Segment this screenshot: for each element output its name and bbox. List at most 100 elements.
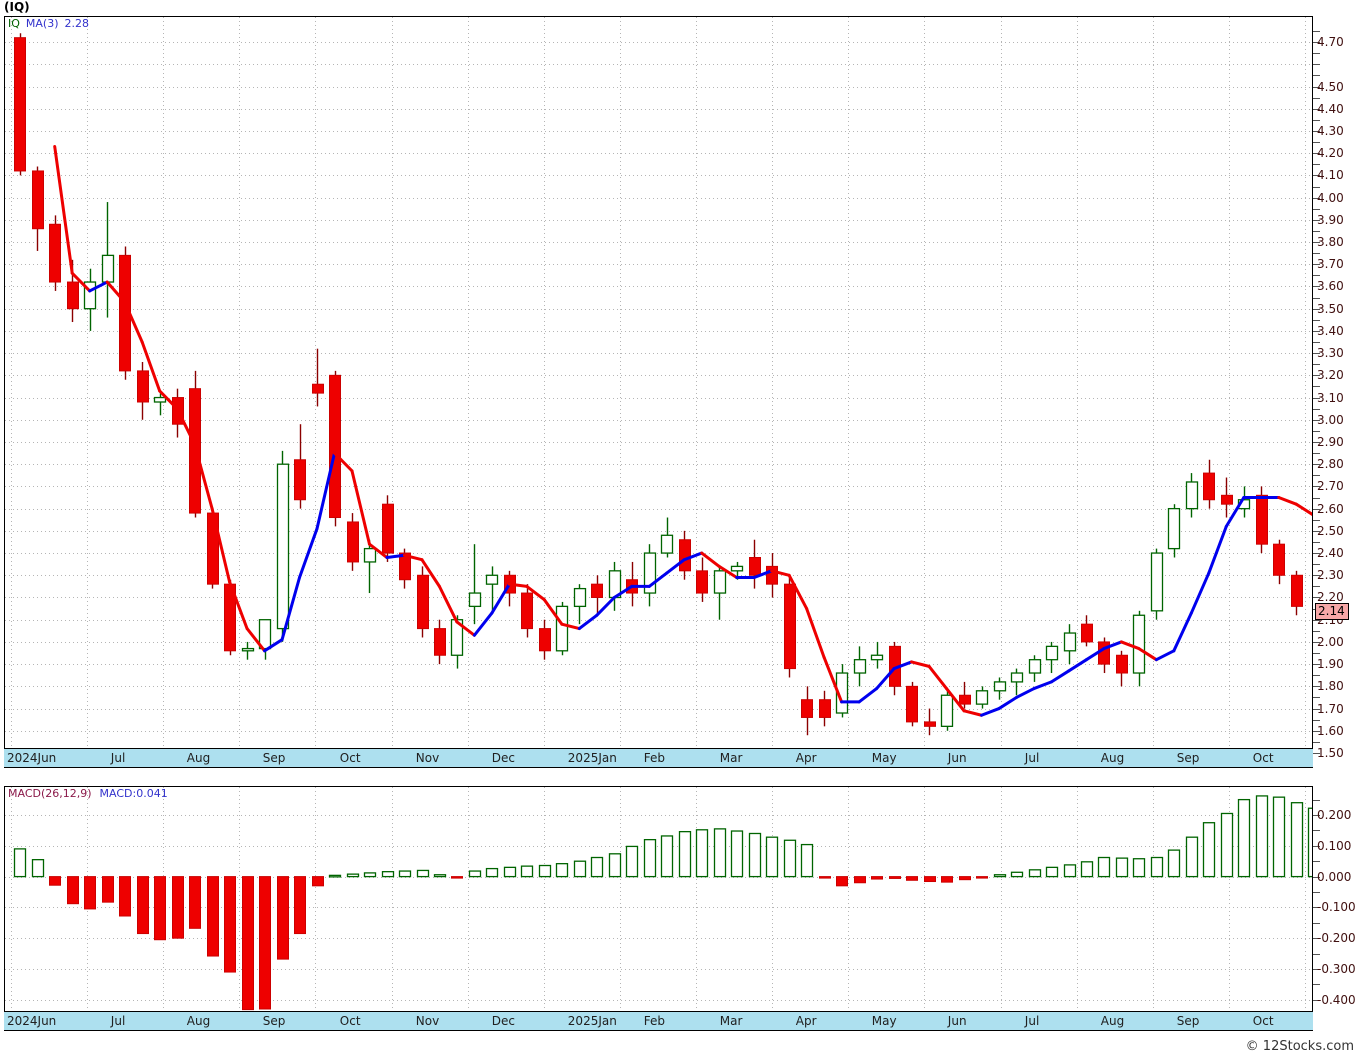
page-title: (IQ) bbox=[4, 0, 30, 14]
price-axis-tick bbox=[1313, 642, 1320, 643]
price-axis-tick bbox=[1313, 220, 1320, 221]
price-axis-label: 3.60 bbox=[1317, 279, 1344, 293]
price-axis-label: 2.00 bbox=[1317, 635, 1344, 649]
price-axis-tick bbox=[1313, 575, 1320, 576]
legend-value: 2.28 bbox=[64, 17, 90, 30]
legend-symbol: IQ bbox=[8, 17, 20, 30]
price-candlestick-svg bbox=[5, 17, 1312, 767]
price-axis-tick bbox=[1313, 597, 1320, 598]
price-x-axis-label: Jun bbox=[947, 751, 967, 765]
price-axis-tick bbox=[1313, 187, 1320, 188]
price-axis-tick bbox=[1313, 53, 1320, 54]
price-axis-tick bbox=[1313, 64, 1320, 65]
macd-x-axis-label: Apr bbox=[795, 1014, 817, 1028]
macd-x-axis-label: 2025Jan bbox=[567, 1014, 617, 1028]
price-axis-tick bbox=[1313, 509, 1320, 510]
price-axis-tick bbox=[1313, 42, 1320, 43]
price-axis-tick bbox=[1313, 620, 1320, 621]
price-axis-tick bbox=[1313, 75, 1320, 76]
price-plot-area[interactable] bbox=[5, 17, 1312, 767]
price-axis-tick bbox=[1313, 653, 1320, 654]
price-axis-tick bbox=[1313, 264, 1320, 265]
macd-axis-tick bbox=[1313, 923, 1320, 924]
macd-axis-tick bbox=[1313, 800, 1320, 801]
macd-plot-area[interactable] bbox=[5, 787, 1312, 1030]
macd-x-axis-label: Jul bbox=[110, 1014, 126, 1028]
legend-indicator: MA(3) bbox=[25, 17, 59, 30]
price-axis-tick bbox=[1313, 753, 1320, 754]
price-axis-label: 4.50 bbox=[1317, 80, 1344, 94]
price-axis-tick bbox=[1313, 242, 1320, 243]
price-axis-label: 2.70 bbox=[1317, 479, 1344, 493]
price-axis-tick bbox=[1313, 309, 1320, 310]
macd-x-axis-label: Aug bbox=[1100, 1014, 1125, 1028]
copyright-footer: © 12Stocks.com bbox=[1245, 1039, 1354, 1054]
price-axis-label: 4.20 bbox=[1317, 146, 1344, 160]
macd-legend-name: MACD(26,12,9) bbox=[8, 787, 92, 800]
price-axis-tick bbox=[1313, 720, 1320, 721]
price-axis-tick bbox=[1313, 675, 1320, 676]
price-axis-tick bbox=[1313, 564, 1320, 565]
price-axis-tick bbox=[1313, 253, 1320, 254]
price-x-axis-label: Oct bbox=[339, 751, 361, 765]
price-axis-tick bbox=[1313, 353, 1320, 354]
price-axis-label: 4.70 bbox=[1317, 35, 1344, 49]
price-axis-label: 3.10 bbox=[1317, 391, 1344, 405]
price-axis-label: 3.30 bbox=[1317, 346, 1344, 360]
macd-axis-label: -0.100 bbox=[1317, 900, 1356, 914]
macd-x-axis-label: Sep bbox=[1176, 1014, 1200, 1028]
macd-axis-tick bbox=[1313, 969, 1320, 970]
price-axis-tick bbox=[1313, 375, 1320, 376]
price-axis-label: 1.80 bbox=[1317, 679, 1344, 693]
price-legend: IQ MA(3) 2.28 bbox=[8, 18, 89, 30]
price-x-axis-label: Jul bbox=[1024, 751, 1040, 765]
price-axis-tick bbox=[1313, 709, 1320, 710]
price-axis-tick bbox=[1313, 453, 1320, 454]
price-axis-tick bbox=[1313, 98, 1320, 99]
price-x-axis-label: Jul bbox=[110, 751, 126, 765]
macd-x-axis-label: Feb bbox=[643, 1014, 666, 1028]
price-axis-label: 3.00 bbox=[1317, 413, 1344, 427]
price-axis-tick bbox=[1313, 231, 1320, 232]
price-axis-tick bbox=[1313, 142, 1320, 143]
price-axis-label: 2.40 bbox=[1317, 546, 1344, 560]
price-axis-label: 3.90 bbox=[1317, 213, 1344, 227]
price-axis-tick bbox=[1313, 520, 1320, 521]
macd-x-axis-label: Sep bbox=[262, 1014, 286, 1028]
macd-x-axis-label: Dec bbox=[491, 1014, 516, 1028]
price-x-axis-label: Nov bbox=[415, 751, 440, 765]
price-axis-tick bbox=[1313, 320, 1320, 321]
macd-axis-tick bbox=[1313, 984, 1320, 985]
price-axis-tick bbox=[1313, 120, 1320, 121]
price-axis-tick bbox=[1313, 531, 1320, 532]
price-axis-label: 4.00 bbox=[1317, 191, 1344, 205]
price-axis-tick bbox=[1313, 109, 1320, 110]
price-axis-tick bbox=[1313, 731, 1320, 732]
macd-x-axis-label: Nov bbox=[415, 1014, 440, 1028]
macd-x-axis-label: 2024Jun bbox=[7, 1014, 57, 1028]
macd-chart-panel[interactable]: MACD(26,12,9) MACD:0.041 bbox=[4, 786, 1313, 1031]
price-axis-label: 2.80 bbox=[1317, 457, 1344, 471]
price-x-axis-label: Oct bbox=[1252, 751, 1274, 765]
price-x-axis-label: 2024Jun bbox=[7, 751, 57, 765]
price-axis-label: 4.10 bbox=[1317, 168, 1344, 182]
macd-x-axis-label: Oct bbox=[339, 1014, 361, 1028]
price-axis-tick bbox=[1313, 131, 1320, 132]
price-chart-panel[interactable]: IQ MA(3) 2.28 bbox=[4, 16, 1313, 768]
price-axis-tick bbox=[1313, 198, 1320, 199]
macd-axis-tick bbox=[1313, 938, 1320, 939]
price-axis-tick bbox=[1313, 742, 1320, 743]
price-axis-label: 4.40 bbox=[1317, 102, 1344, 116]
price-axis-label: 3.50 bbox=[1317, 302, 1344, 316]
price-axis-tick bbox=[1313, 286, 1320, 287]
price-axis-label: 1.90 bbox=[1317, 657, 1344, 671]
price-axis-tick bbox=[1313, 386, 1320, 387]
price-x-axis-label: Apr bbox=[795, 751, 817, 765]
price-x-axis-label: Aug bbox=[186, 751, 211, 765]
price-x-axis-label: Feb bbox=[643, 751, 666, 765]
price-x-axis-label: Sep bbox=[262, 751, 286, 765]
macd-x-axis-label: Jul bbox=[1024, 1014, 1040, 1028]
macd-x-axis-label: May bbox=[871, 1014, 897, 1028]
price-axis-tick bbox=[1313, 87, 1320, 88]
price-axis-tick bbox=[1313, 153, 1320, 154]
